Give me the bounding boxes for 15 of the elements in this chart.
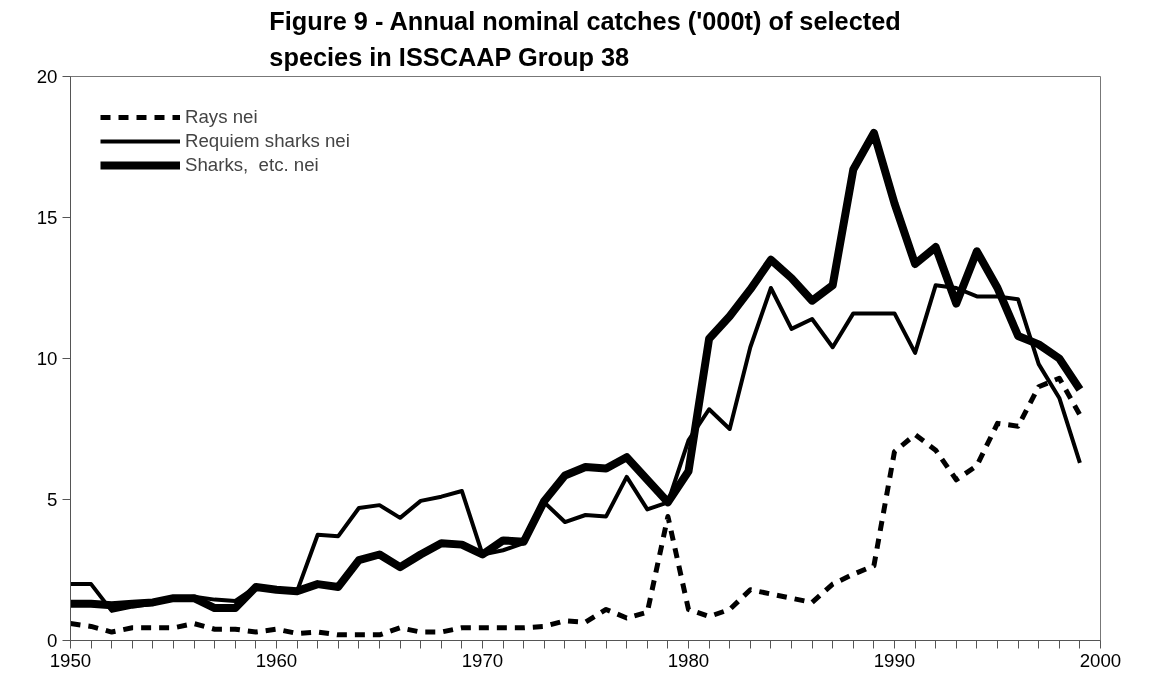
y-tick-label: 5 [47,489,58,510]
x-tick-label: 1970 [461,649,504,671]
x-tick-label: 1990 [873,649,916,671]
x-tick-label: 1960 [255,649,298,671]
legend-label: Requiem sharks nei [185,130,350,152]
x-tick-label: 1950 [49,649,92,671]
legend-label: Sharks, etc. nei [185,154,319,176]
legend-label: Rays nei [185,106,258,128]
y-tick-label: 20 [36,66,58,87]
y-tick-label: 15 [36,207,58,228]
y-tick-label: 10 [36,348,58,369]
x-tick-label: 1980 [667,649,710,671]
y-tick-label: 0 [47,630,58,651]
chart-title: Figure 9 - Annual nominal catches ('000t) of selected species in ISSCAAP Group 38 [269,7,901,72]
x-tick-label: 2000 [1079,649,1122,671]
